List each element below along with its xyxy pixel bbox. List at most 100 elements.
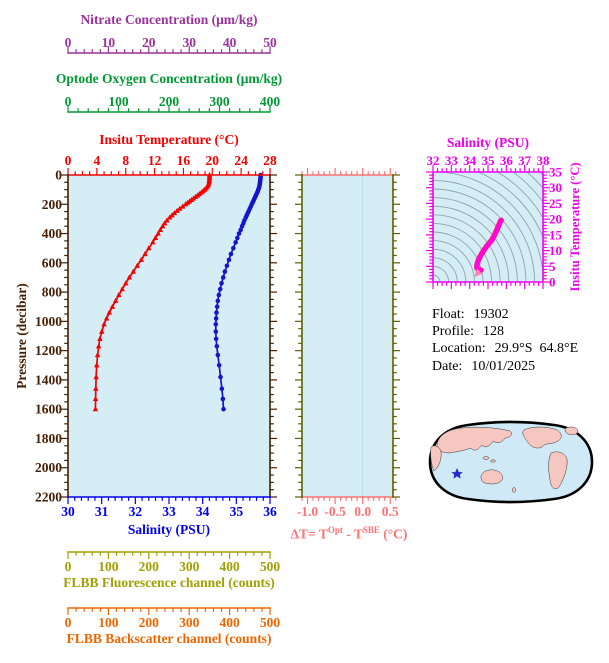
svg-text:12: 12 [148,153,162,168]
nitrate-axis-title: Nitrate Concentration (μm/kg) [80,12,258,27]
profile-line: Profile: 128 [432,323,578,340]
svg-text:300: 300 [179,559,200,574]
svg-text:0.0: 0.0 [354,504,371,519]
svg-text:400: 400 [219,615,240,630]
float-location-star [451,467,463,479]
ts-salinity-title: Salinity (PSU) [446,135,530,150]
salinity-axis: 30 31 32 33 34 35 36 [61,496,277,519]
svg-text:-1.0: -1.0 [297,504,319,519]
svg-text:37: 37 [518,153,532,168]
float-label: Float: [432,307,465,322]
svg-text:38: 38 [537,153,551,168]
svg-text:28: 28 [263,153,277,168]
float-value: 19302 [473,307,509,322]
svg-text:2200: 2200 [35,490,62,505]
svg-text:25: 25 [549,196,563,211]
svg-text:500: 500 [260,615,281,630]
svg-text:34: 34 [463,153,477,168]
svg-text:33: 33 [162,504,176,519]
svg-text:35: 35 [549,165,563,180]
svg-text:32: 32 [129,504,143,519]
salinity-axis-title: Salinity (PSU) [127,522,211,537]
svg-text:4: 4 [93,153,100,168]
profile-label: Profile: [432,324,474,340]
oxygen-axis-title: Optode Oxygen Concentration (μm/kg) [55,71,283,86]
temperature-axis: 0 4 8 12 16 20 24 28 [65,153,277,176]
map-land-australia [480,469,503,485]
svg-text:800: 800 [42,285,63,300]
svg-text:1600: 1600 [35,402,62,417]
svg-text:0: 0 [65,559,72,574]
svg-text:600: 600 [42,255,63,270]
pressure-axis-title: Pressure (decibar) [14,283,29,389]
svg-text:8: 8 [122,153,129,168]
svg-text:35: 35 [230,504,244,519]
svg-text:10: 10 [549,243,562,258]
delta-label-pre: ΔT= T [290,526,328,542]
date-value: 10/01/2025 [471,358,536,374]
svg-text:40: 40 [223,35,237,50]
map-landmasses [430,426,579,493]
svg-text:16: 16 [177,153,191,168]
svg-text:200: 200 [139,615,160,630]
series-salinity [213,172,263,412]
location-value: 29.9°S 64.8°E [494,341,579,357]
svg-text:100: 100 [98,559,119,574]
oxygen-axis: 0 100 200 300 400 [65,94,281,113]
svg-text:34: 34 [196,504,210,519]
svg-text:200: 200 [139,559,160,574]
svg-text:5: 5 [549,259,556,274]
float-id-line: Float: 19302 [432,306,578,323]
svg-text:36: 36 [263,504,277,519]
backscatter-axis-title: FLBB Backscatter channel (counts) [66,631,272,646]
pressure-axis: 0 200 400 600 800 1000 1200 1400 1600 1800 2000 220… [35,168,277,505]
svg-text:20: 20 [549,212,562,227]
svg-text:36: 36 [500,153,514,168]
world-map [428,420,594,504]
date-line: Date: 10/01/2025 [432,358,578,375]
series-temperature [92,171,213,412]
svg-text:0: 0 [65,35,72,50]
ts-temperature-title: Insitu Temperature (°C) [568,162,582,292]
delta-label-mid: - T [342,526,363,542]
svg-text:20: 20 [142,35,156,50]
float-info-block: Float: 19302 Profile: 128 Location: 29.9°S … [432,306,578,375]
temperature-axis-title: Insitu Temperature (°C) [99,132,239,147]
svg-text:24: 24 [234,153,248,168]
svg-text:300: 300 [179,615,200,630]
ts-profile-curve [474,217,504,273]
svg-text:400: 400 [260,94,281,109]
map-land-africa [430,445,442,472]
svg-text:500: 500 [260,559,281,574]
map-land-eurasia [436,426,512,454]
svg-text:10: 10 [102,35,116,50]
star-icon [451,467,463,479]
svg-text:100: 100 [98,615,119,630]
fluorescence-axis: 0 100 200 300 400 500 [65,551,281,574]
svg-text:400: 400 [219,559,240,574]
svg-text:300: 300 [209,94,230,109]
fluorescence-axis-title: FLBB Fluorescence channel (counts) [63,575,275,590]
map-land-south-america [548,451,568,489]
svg-text:35: 35 [482,153,496,168]
svg-text:20: 20 [206,153,220,168]
delta-t-frame: -1.0 -0.5 0.0 0.5 [295,168,400,519]
map-land-indonesia-2 [490,459,496,463]
svg-text:0: 0 [65,94,72,109]
svg-text:1800: 1800 [35,431,62,446]
svg-text:0: 0 [65,615,72,630]
svg-text:33: 33 [445,153,459,168]
map-land-north-america [522,426,562,449]
location-line: Location: 29.9°S 64.8°E [432,340,578,357]
svg-text:0.5: 0.5 [382,504,399,519]
delta-label-sup-opt: Opt [327,525,343,535]
profile-value: 128 [483,324,504,340]
svg-text:400: 400 [42,226,63,241]
svg-text:1400: 1400 [35,372,62,387]
backscatter-axis: 0 100 200 300 400 500 [65,607,281,630]
svg-text:30: 30 [182,35,196,50]
location-label: Location: [432,341,486,357]
plot-backgrounds [68,172,543,497]
